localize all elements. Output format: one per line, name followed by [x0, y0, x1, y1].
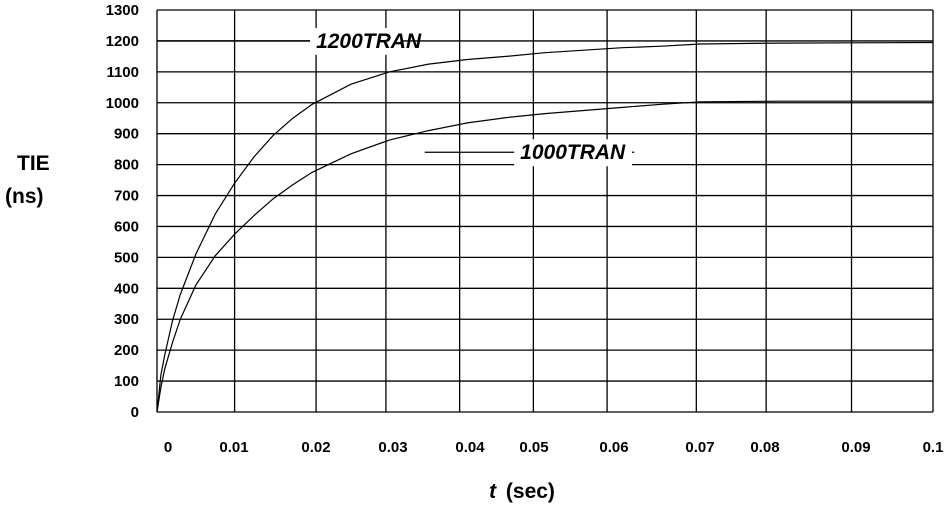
x-axis-label: t (sec) — [489, 480, 555, 503]
y-tick-label: 500 — [114, 249, 139, 266]
x-tick-label: 0.02 — [301, 439, 330, 456]
y-tick-label: 200 — [114, 342, 139, 359]
y-axis-label-line2: (ns) — [5, 185, 44, 208]
y-tick-label: 400 — [114, 280, 139, 297]
x-tick-label: 0.09 — [841, 439, 870, 456]
y-tick-label: 1300 — [106, 2, 139, 19]
y-tick-label: 900 — [114, 126, 139, 143]
x-axis-label-italic: t — [489, 480, 497, 503]
x-tick-label: 0 — [164, 439, 172, 456]
x-tick-label: 0.07 — [685, 439, 714, 456]
series-label-1200tran: 1200TRAN — [316, 30, 422, 53]
series-line-1000tran — [156, 100, 933, 413]
x-tick-label: 0.06 — [599, 439, 628, 456]
series-curves — [156, 41, 934, 413]
y-tick-label: 1200 — [106, 33, 139, 50]
series-label-background — [514, 139, 633, 167]
y-tick-labels: 0 100 200 300 400 500 600 700 800 900 1000 1100 1200… — [106, 2, 139, 421]
x-tick-label: 0.04 — [455, 439, 485, 456]
series-line-1200tran — [156, 41, 934, 413]
y-tick-label: 100 — [114, 373, 139, 390]
y-tick-label: 300 — [114, 311, 139, 328]
y-tick-label: 1000 — [106, 95, 139, 112]
x-tick-label: 0.03 — [378, 439, 407, 456]
x-tick-label: 0.01 — [219, 439, 248, 456]
x-tick-labels: 0 0.01 0.02 0.03 0.04 0.05 0.06 0.07 0.08 0.09 0.1 — [164, 439, 944, 456]
series-label-1000tran: 1000TRAN — [520, 141, 626, 164]
x-tick-label: 0.08 — [750, 439, 779, 456]
x-axis-label-unit: (sec) — [506, 480, 555, 503]
y-tick-label: 1100 — [106, 64, 139, 81]
x-tick-label: 0.05 — [519, 439, 548, 456]
grid-lines — [156, 9, 934, 413]
series-labels: 1200TRAN 1000TRAN — [157, 27, 635, 167]
y-tick-label: 700 — [114, 188, 139, 205]
y-axis-label-line1: TIE — [17, 152, 50, 175]
y-tick-label: 600 — [114, 218, 139, 235]
y-tick-label: 800 — [114, 157, 139, 174]
x-tick-label: 0.1 — [923, 439, 944, 456]
y-tick-label: 0 — [131, 404, 139, 421]
